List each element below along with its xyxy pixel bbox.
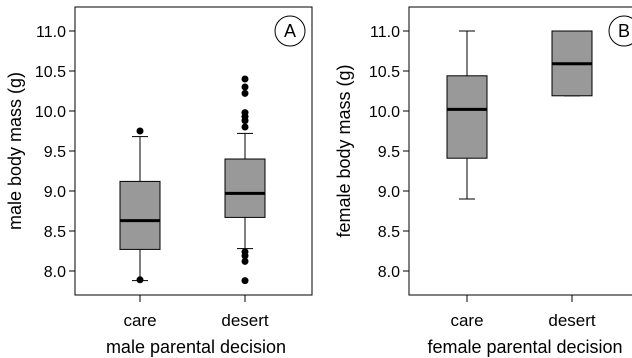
y-tick-label: 10.5 [369, 64, 400, 81]
panel-label: B [618, 21, 630, 41]
box-iqr [446, 75, 488, 159]
outlier-point [241, 252, 249, 260]
y-tick-label: 11.0 [36, 24, 66, 41]
x-tick-label: desert [221, 311, 269, 330]
panel-b: 8.0 8.5 9.0 9.5 10.0 10.5 11.0 care desert female… [334, 6, 632, 357]
y-tick-label: 9.5 [44, 144, 66, 161]
x-tick-label: care [450, 311, 483, 330]
x-axis-title: female parental decision [427, 337, 622, 357]
panel-label-circle [274, 15, 306, 47]
y-tick-label: 9.5 [378, 144, 400, 161]
box-desert [551, 30, 593, 97]
y-tick-label: 9.0 [44, 184, 66, 201]
y-tick-label: 10.0 [369, 104, 400, 121]
outlier-point [241, 89, 249, 97]
y-tick-label: 8.0 [378, 264, 400, 281]
y-tick-label: 11.0 [370, 24, 400, 41]
outlier-point [241, 277, 249, 285]
plot-frame [408, 6, 632, 296]
x-tick-label: desert [548, 311, 596, 330]
box-care [446, 30, 488, 200]
y-tick-label: 10.5 [35, 64, 66, 81]
panel-label: A [284, 21, 296, 41]
y-tick-label: 8.0 [44, 264, 66, 281]
box-care [119, 127, 161, 284]
plot-frame [74, 6, 313, 296]
outlier-point [241, 75, 249, 83]
x-tick-label: care [123, 311, 156, 330]
y-axis-title: male body mass (g) [5, 72, 25, 230]
box-iqr [119, 180, 161, 250]
outlier-point [241, 123, 249, 131]
panel-label-circle [608, 15, 632, 47]
x-axis-title: male parental decision [106, 337, 286, 357]
outlier-point [241, 117, 249, 125]
y-tick-label: 10.0 [35, 104, 66, 121]
panel-a: 8.0 8.5 9.0 9.5 10.0 10.5 11.0 care desert male p… [5, 6, 313, 357]
y-axis-title: female body mass (g) [334, 64, 354, 237]
y-tick-label: 9.0 [378, 184, 400, 201]
outlier-point [241, 83, 249, 91]
outlier-point [241, 257, 249, 265]
box-iqr [224, 158, 266, 218]
y-tick-label: 8.5 [378, 224, 400, 241]
y-tick-label: 8.5 [44, 224, 66, 241]
outlier-point [136, 127, 144, 135]
outlier-point [136, 276, 144, 284]
box-desert [224, 75, 266, 285]
